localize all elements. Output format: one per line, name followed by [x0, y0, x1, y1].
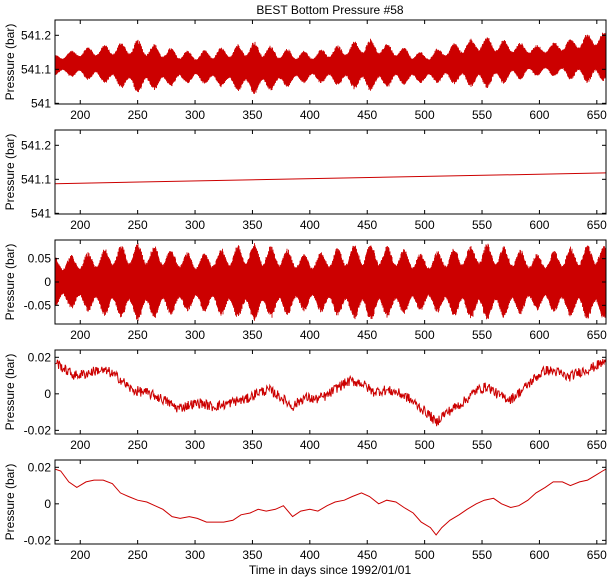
x-tick-label: 550 [472, 328, 492, 342]
x-tick-label: 450 [357, 438, 377, 452]
x-tick-label: 200 [70, 328, 90, 342]
panel-4: 200 250 300 350 400 450 500 550 600 650 -0.02 0 0.02… [3, 349, 607, 452]
x-axis-label: Time in days since 1992/01/01 [249, 563, 412, 577]
x-tick-label: 200 [70, 548, 90, 562]
x-tick-label: 600 [529, 108, 549, 122]
y-tick-label: -0.02 [24, 533, 52, 547]
x-tick-label: 400 [300, 108, 320, 122]
x-tick-label: 550 [472, 218, 492, 232]
y-axis-label: Pressure (bar) [3, 134, 17, 211]
y-tick-label: -0.05 [24, 298, 52, 312]
series-1-line [55, 32, 606, 94]
x-tick-label: 400 [300, 548, 320, 562]
x-tick-label: 250 [128, 108, 148, 122]
y-tick-label: 0.02 [28, 350, 52, 364]
figure-title: BEST Bottom Pressure #58 [256, 3, 404, 17]
x-tick-label: 350 [242, 438, 262, 452]
y-tick-label: 0 [44, 387, 51, 401]
y-tick-label: 0.02 [28, 460, 52, 474]
y-axis-label: Pressure (bar) [3, 24, 17, 101]
x-tick-label: 250 [128, 218, 148, 232]
x-tick-label: 500 [415, 328, 435, 342]
panel-1: 200 250 300 350 400 450 500 550 600 650 541 541.1 54… [3, 19, 607, 122]
panels-group: 200 250 300 350 400 450 500 550 600 650 541 541.1 54… [3, 19, 607, 562]
x-tick-label: 650 [587, 108, 607, 122]
x-tick-label: 450 [357, 328, 377, 342]
x-tick-label: 300 [185, 438, 205, 452]
x-tick-label: 200 [70, 438, 90, 452]
x-tick-label: 550 [472, 108, 492, 122]
y-tick-label: 0 [44, 497, 51, 511]
x-tick-label: 350 [242, 328, 262, 342]
x-tick-label: 500 [415, 548, 435, 562]
x-tick-label: 450 [357, 108, 377, 122]
y-tick-label: 0 [44, 275, 51, 289]
x-tick-label: 250 [128, 438, 148, 452]
x-tick-label: 550 [472, 438, 492, 452]
x-tick-label: 250 [128, 328, 148, 342]
y-axis-label: Pressure (bar) [3, 354, 17, 431]
x-tick-label: 200 [70, 218, 90, 232]
x-tick-label: 450 [357, 548, 377, 562]
x-tick-label: 400 [300, 328, 320, 342]
y-axis-label: Pressure (bar) [3, 244, 17, 321]
x-tick-label: 500 [415, 108, 435, 122]
x-tick-label: 450 [357, 218, 377, 232]
x-tick-label: 200 [70, 108, 90, 122]
y-axis-label: Pressure (bar) [3, 464, 17, 541]
x-tick-label: 350 [242, 218, 262, 232]
x-tick-label: 300 [185, 108, 205, 122]
panel-5-data [55, 468, 606, 536]
x-tick-label: 300 [185, 218, 205, 232]
y-tick-label: 0.05 [28, 252, 52, 266]
x-tick-label: 600 [529, 218, 549, 232]
y-tick-label: 541 [31, 96, 51, 110]
x-tick-label: 300 [185, 328, 205, 342]
y-tick-label: 541.1 [21, 62, 51, 76]
x-tick-label: 400 [300, 218, 320, 232]
x-tick-label: 250 [128, 548, 148, 562]
plot-frame [54, 459, 607, 545]
panel-4-data [55, 359, 606, 427]
plot-frame [54, 19, 607, 105]
series-1-line [55, 359, 606, 427]
y-tick-label: -0.02 [24, 423, 52, 437]
x-tick-label: 350 [242, 108, 262, 122]
x-tick-label: 650 [587, 218, 607, 232]
x-tick-label: 600 [529, 548, 549, 562]
series-1-line [55, 243, 606, 321]
x-tick-label: 600 [529, 438, 549, 452]
x-tick-label: 350 [242, 548, 262, 562]
plot-frame [54, 349, 607, 435]
y-tick-label: 541.2 [21, 28, 51, 42]
y-tick-label: 541 [31, 206, 51, 220]
series-1-line [55, 468, 606, 536]
x-tick-label: 500 [415, 438, 435, 452]
x-tick-label: 650 [587, 548, 607, 562]
x-tick-label: 550 [472, 548, 492, 562]
x-tick-label: 650 [587, 328, 607, 342]
panel-2-data [55, 172, 606, 185]
plot-frame [54, 129, 607, 215]
y-tick-label: 541.1 [21, 172, 51, 186]
y-tick-label: 541.2 [21, 138, 51, 152]
x-tick-label: 400 [300, 438, 320, 452]
panel-2: 200 250 300 350 400 450 500 550 600 650 541 541.1 54… [3, 129, 607, 232]
panel-5: 200 250 300 350 400 450 500 550 600 650 -0.02 0 0.02… [3, 459, 607, 562]
panel-1-data [55, 32, 606, 94]
x-tick-label: 300 [185, 548, 205, 562]
panel-3-data [55, 243, 606, 321]
panel-3: 200 250 300 350 400 450 500 550 600 650 -0.05 0 0.05… [3, 239, 607, 342]
x-tick-label: 500 [415, 218, 435, 232]
series-1-line [55, 172, 606, 185]
x-tick-label: 650 [587, 438, 607, 452]
x-tick-label: 600 [529, 328, 549, 342]
